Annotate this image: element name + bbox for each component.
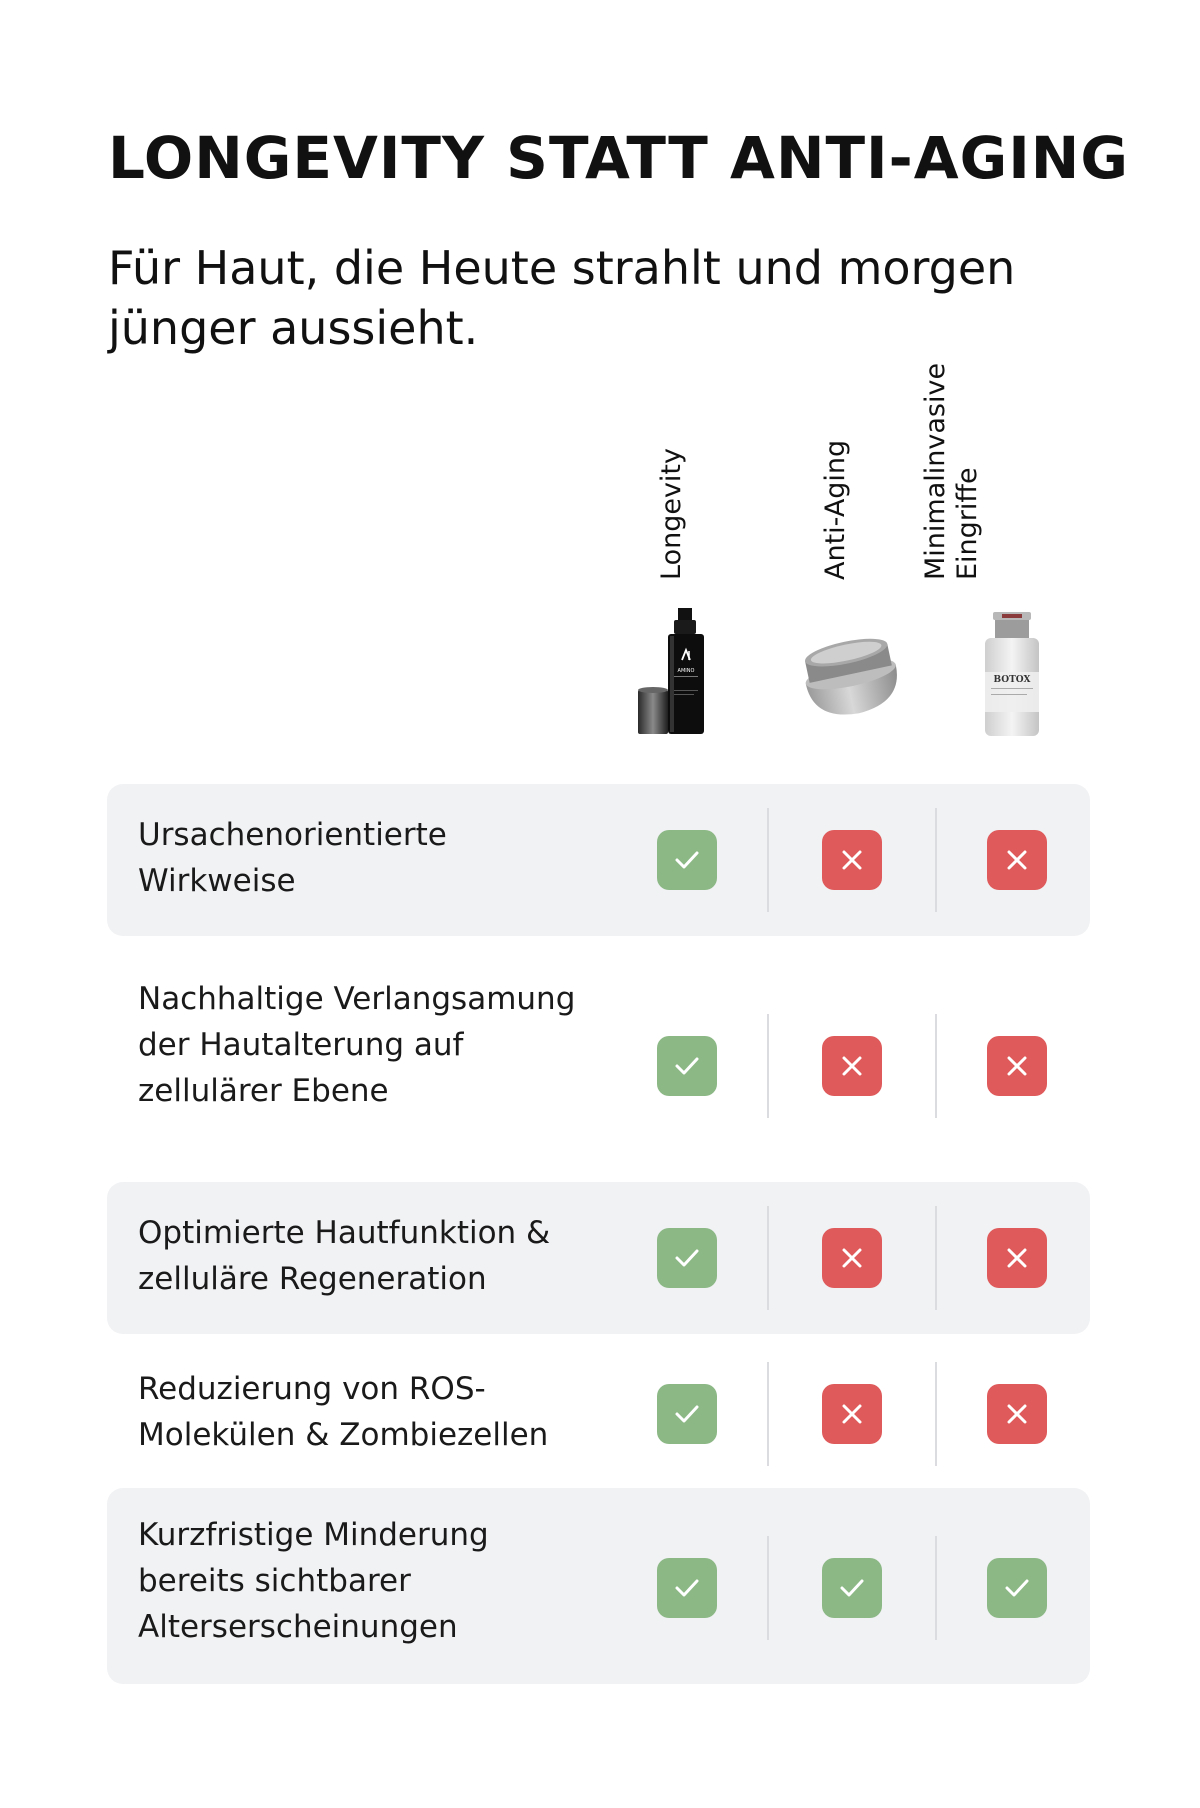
table-row: Optimierte Hautfunktion & zelluläre Rege… (107, 1182, 1090, 1334)
table-row: Kurzfristige Minderung bereits sichtbare… (107, 1488, 1090, 1684)
column-divider (935, 1362, 937, 1466)
column-header-minimalinvasive: Minimalinvasive Eingriffe (920, 363, 1060, 580)
column-label-line: Minimalinvasive (920, 362, 951, 580)
check-icon (657, 1036, 717, 1096)
check-icon (657, 830, 717, 890)
column-label-line: Eingriffe (952, 467, 983, 580)
column-header-longevity: Longevity (628, 370, 748, 580)
serum-pump-bottle-icon: AMINO (628, 600, 748, 740)
row-label: Kurzfristige Minderung bereits sichtbare… (138, 1517, 489, 1645)
row-label: Optimierte Hautfunktion & zelluläre Rege… (138, 1215, 551, 1297)
botox-vial-icon: BOTOX (957, 600, 1077, 740)
table-row: Reduzierung von ROS-Molekülen & Zombieze… (107, 1338, 1090, 1488)
column-divider (767, 1206, 769, 1310)
table-row: Ursachenorientierte Wirkweise (107, 784, 1090, 936)
column-divider (767, 1362, 769, 1466)
table-row: Nachhaltige Verlangsamung der Hautalteru… (107, 956, 1090, 1172)
row-label: Nachhaltige Verlangsamung der Hautalteru… (138, 981, 576, 1109)
column-divider (935, 1014, 937, 1118)
check-icon (987, 1558, 1047, 1618)
column-divider (935, 808, 937, 912)
column-divider (767, 1536, 769, 1640)
column-divider (935, 1536, 937, 1640)
column-divider (767, 808, 769, 912)
cross-icon (987, 1228, 1047, 1288)
check-icon (657, 1384, 717, 1444)
cross-icon (822, 1384, 882, 1444)
cross-icon (822, 830, 882, 890)
page-title: LONGEVITY STATT ANTI-AGING (108, 124, 1129, 192)
column-label-line: Anti-Aging (820, 439, 851, 580)
cross-icon (987, 830, 1047, 890)
row-label: Reduzierung von ROS-Molekülen & Zombieze… (138, 1371, 549, 1453)
check-icon (657, 1558, 717, 1618)
column-divider (935, 1206, 937, 1310)
cross-icon (987, 1036, 1047, 1096)
check-icon (657, 1228, 717, 1288)
cross-icon (822, 1228, 882, 1288)
check-icon (822, 1558, 882, 1618)
column-label-line: Longevity (656, 448, 687, 580)
vial-label-text: BOTOX (994, 675, 1031, 685)
cross-icon (987, 1384, 1047, 1444)
column-divider (767, 1014, 769, 1118)
column-header-anti-aging: Anti-Aging (792, 370, 912, 580)
product-brand-text: AMINO (678, 668, 695, 674)
row-label: Ursachenorientierte Wirkweise (138, 817, 447, 899)
cream-jar-icon (792, 600, 912, 740)
page-subtitle: Für Haut, die Heute strahlt und morgen j… (108, 241, 1016, 355)
cross-icon (822, 1036, 882, 1096)
